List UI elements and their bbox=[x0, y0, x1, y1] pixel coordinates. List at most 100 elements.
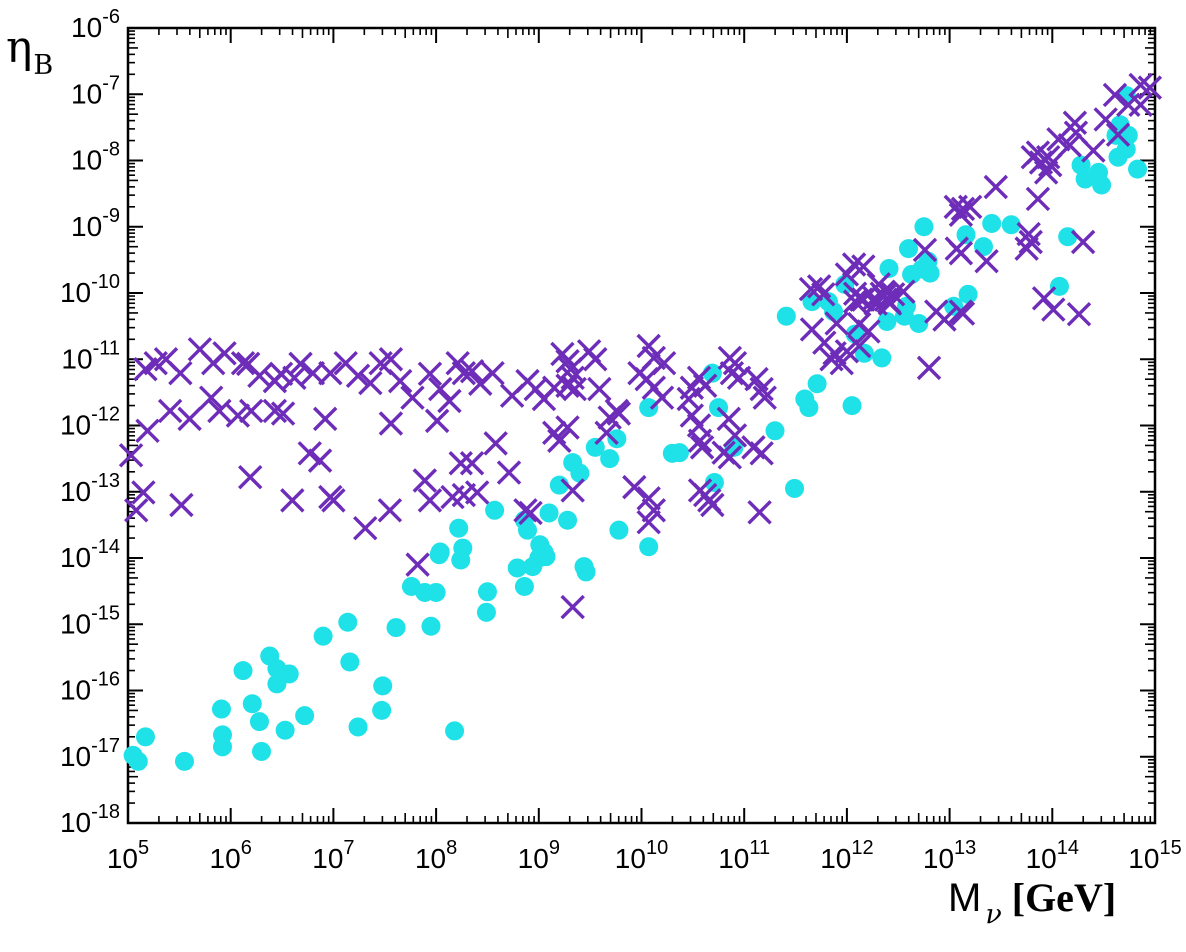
data-point-cross bbox=[345, 363, 371, 389]
data-point-cross bbox=[687, 428, 713, 453]
y-axis-symbol: η bbox=[6, 22, 33, 73]
data-point-cross bbox=[583, 347, 608, 372]
data-point-circle bbox=[426, 582, 446, 602]
data-point-circle bbox=[807, 374, 827, 394]
data-point-cross bbox=[358, 370, 383, 396]
data-point-circle bbox=[252, 741, 272, 761]
data-point-cross bbox=[230, 351, 256, 376]
data-point-cross bbox=[118, 443, 144, 468]
data-point-cross bbox=[1057, 133, 1082, 158]
y-axis-tick-label: 10-9 bbox=[71, 205, 120, 242]
data-point-circle bbox=[1075, 169, 1095, 189]
data-point-circle bbox=[449, 518, 469, 538]
data-point-cross bbox=[169, 492, 194, 518]
data-point-cross bbox=[307, 448, 333, 473]
data-point-cross bbox=[716, 406, 741, 432]
data-point-cross bbox=[1070, 229, 1096, 255]
axis-ticks-group bbox=[127, 27, 1156, 824]
data-point-circle bbox=[920, 263, 940, 283]
data-point-circle bbox=[776, 306, 796, 326]
data-point-cross bbox=[400, 385, 425, 410]
data-point-cross bbox=[974, 248, 999, 274]
data-point-cross bbox=[280, 488, 305, 513]
data-point-cross bbox=[689, 435, 715, 460]
data-point-cross bbox=[437, 388, 462, 414]
data-point-cross bbox=[798, 276, 824, 302]
data-point-cross bbox=[428, 376, 453, 402]
data-point-circle bbox=[585, 437, 605, 457]
data-point-cross bbox=[377, 498, 403, 523]
data-point-cross bbox=[268, 361, 294, 387]
data-point-circle bbox=[477, 582, 497, 602]
data-point-cross bbox=[948, 299, 974, 324]
data-point-circle bbox=[295, 706, 315, 726]
data-point-cross bbox=[448, 451, 473, 476]
data-point-circle bbox=[639, 537, 659, 557]
data-point-cross bbox=[124, 498, 149, 523]
data-point-circle bbox=[445, 721, 465, 741]
data-point-cross bbox=[842, 289, 868, 314]
data-point-circle bbox=[386, 618, 406, 638]
data-point-cross bbox=[560, 594, 585, 620]
data-point-circle bbox=[842, 396, 862, 416]
data-point-cross bbox=[300, 360, 326, 386]
data-point-cross bbox=[622, 474, 647, 500]
data-point-circle bbox=[338, 612, 358, 632]
data-point-cross bbox=[405, 552, 430, 577]
data-point-cross bbox=[700, 492, 725, 518]
data-point-cross bbox=[353, 515, 378, 541]
data-point-cross bbox=[297, 441, 322, 466]
data-point-cross bbox=[262, 398, 288, 424]
data-point-circle bbox=[539, 503, 559, 523]
data-point-circle bbox=[507, 558, 527, 578]
x-axis-tick-label: 1010 bbox=[615, 837, 668, 874]
data-point-circle bbox=[877, 311, 897, 331]
data-point-cross bbox=[1137, 75, 1163, 100]
data-point-circle bbox=[279, 664, 299, 684]
data-point-cross bbox=[378, 411, 404, 436]
data-point-cross bbox=[238, 464, 263, 490]
data-point-cross bbox=[604, 398, 630, 424]
y-axis-tick-label: 10-7 bbox=[71, 72, 120, 109]
data-point-circle bbox=[899, 239, 919, 259]
data-point-cross bbox=[806, 274, 832, 299]
data-point-cross bbox=[1066, 301, 1092, 327]
y-axis-title: ηB bbox=[6, 22, 53, 81]
x-axis-unit: [GeV] bbox=[1011, 875, 1117, 920]
data-point-cross bbox=[1102, 82, 1128, 108]
data-point-circle bbox=[348, 717, 368, 737]
data-point-circle bbox=[574, 557, 594, 577]
axis-tick-labels-group: 105 106 107 108 109 1010 1011 1012 1013 1014 1015 1… bbox=[60, 6, 1182, 874]
data-point-cross bbox=[288, 351, 313, 377]
data-point-cross bbox=[983, 174, 1009, 200]
data-point-circle bbox=[914, 217, 934, 237]
data-point-circle bbox=[879, 258, 899, 278]
data-point-cross bbox=[318, 360, 343, 386]
data-point-circle bbox=[1108, 147, 1128, 167]
data-point-cross bbox=[891, 279, 916, 304]
x-axis-subscript: ν bbox=[985, 899, 1002, 930]
x-axis-tick-label: 106 bbox=[210, 837, 252, 874]
data-point-circle bbox=[372, 700, 392, 720]
data-point-circle bbox=[1092, 175, 1112, 195]
data-point-cross bbox=[451, 360, 477, 386]
data-point-circle bbox=[485, 500, 505, 520]
data-point-cross bbox=[752, 385, 777, 410]
data-point-circle bbox=[135, 727, 155, 747]
data-point-cross bbox=[717, 445, 743, 470]
data-point-cross bbox=[1081, 138, 1106, 163]
data-point-cross bbox=[747, 500, 772, 525]
data-point-cross bbox=[157, 398, 183, 424]
data-point-cross bbox=[924, 299, 949, 324]
data-point-cross bbox=[135, 418, 160, 444]
y-axis-subscript: B bbox=[33, 50, 54, 81]
data-point-cross bbox=[282, 365, 307, 391]
x-axis-tick-label: 108 bbox=[415, 837, 457, 874]
data-point-cross bbox=[547, 428, 572, 453]
data-point-circle bbox=[1001, 215, 1021, 235]
data-point-cross bbox=[412, 468, 438, 493]
series-purple-crosses bbox=[118, 72, 1163, 620]
data-point-circle bbox=[275, 720, 295, 740]
data-point-circle bbox=[430, 542, 450, 562]
data-point-cross bbox=[649, 385, 675, 410]
